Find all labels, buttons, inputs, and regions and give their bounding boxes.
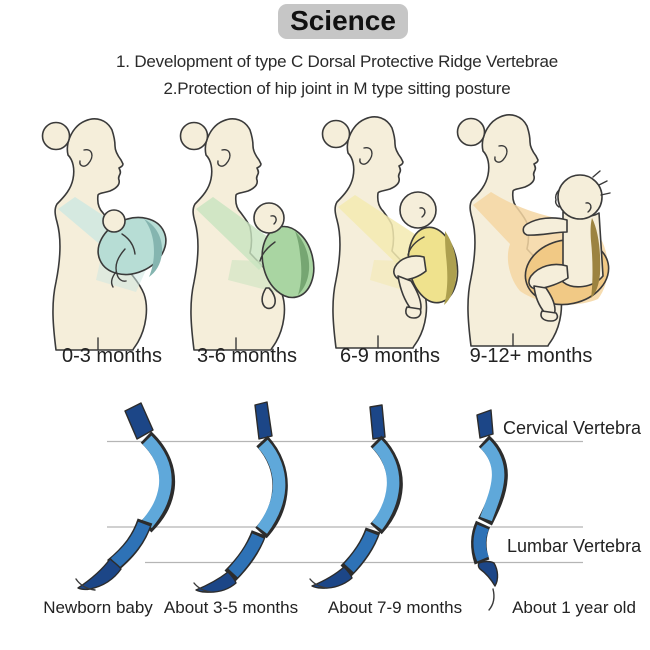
- science-title: Science: [290, 5, 396, 36]
- carry-stage-1: [41, 118, 167, 351]
- spine-section: [75, 401, 583, 611]
- baby-spine-shadow: [590, 218, 601, 298]
- month-label-9-12: 9-12+ months: [469, 345, 593, 367]
- baby-thigh: [393, 255, 427, 281]
- baby-head: [399, 191, 437, 229]
- spine-label-newborn: Newborn baby: [43, 598, 153, 617]
- sling-band: [338, 195, 424, 270]
- baby-foot: [540, 310, 559, 322]
- spine-label-1-year: About 1 year old: [512, 598, 636, 617]
- spine-1-year: [471, 409, 508, 611]
- spine-newborn: [75, 402, 176, 591]
- month-label-6-9: 6-9 months: [339, 345, 441, 367]
- month-label-3-6: 3-6 months: [196, 345, 298, 367]
- carry-stage-2: [179, 118, 315, 351]
- spine-label-3-5: About 3-5 months: [163, 598, 299, 617]
- baby-foot: [261, 287, 276, 310]
- carry-stage-3: [321, 116, 459, 349]
- baby-head: [253, 202, 285, 234]
- baby-thigh: [528, 263, 569, 290]
- baby-back-shadow: [295, 231, 310, 295]
- spine-7-9-months: [309, 404, 403, 589]
- sling-band: [196, 197, 279, 270]
- subtitle-line-1: 1. Development of type C Dorsal Protecti…: [116, 52, 558, 71]
- spine-3-5-months: [193, 401, 288, 593]
- month-label-0-3: 0-3 months: [61, 345, 163, 367]
- spine-label-7-9: About 7-9 months: [327, 598, 463, 617]
- baby-arm: [522, 217, 568, 236]
- science-badge: Science: [278, 4, 408, 39]
- baby-back-shadow: [444, 231, 457, 305]
- baby-head: [102, 209, 126, 233]
- subtitle-line-2: 2.Protection of hip joint in M type sitt…: [163, 79, 511, 98]
- baby-back-shadow: [144, 219, 163, 277]
- baby-foot: [405, 306, 422, 319]
- baby-head: [557, 174, 603, 220]
- lumbar-vertebra-label: Lumbar Vertebra: [507, 536, 642, 556]
- carry-stage-4: [456, 114, 611, 347]
- cervical-vertebra-label: Cervical Vertebra: [503, 418, 642, 438]
